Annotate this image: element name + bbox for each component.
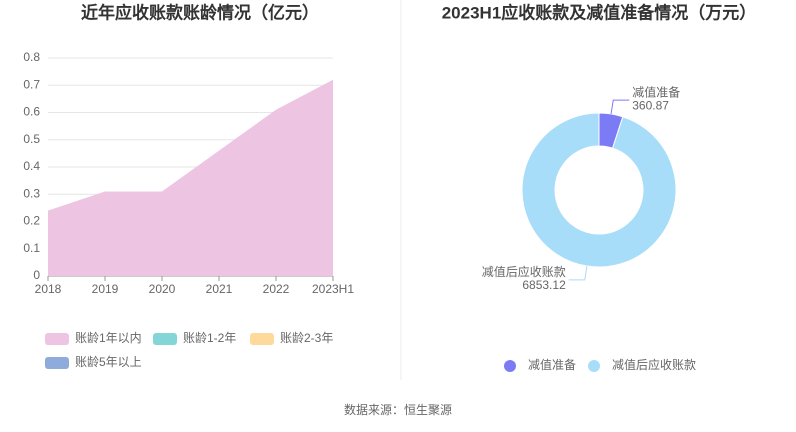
slice-value: 360.87 [632, 98, 669, 112]
legend-label: 账龄5年以上 [75, 355, 142, 369]
legend-label: 减值准备 [528, 357, 576, 372]
slice-value: 6853.12 [522, 278, 566, 292]
y-tick-label: 0.4 [23, 159, 40, 173]
chart-title: 2023H1应收账款及减值准备情况（万元） [442, 2, 757, 22]
legend-label: 账龄2-3年 [280, 331, 333, 345]
slice-label: 减值后应收账款 [482, 264, 566, 279]
y-tick-label: 0.1 [23, 241, 40, 255]
x-tick-label: 2020 [149, 282, 176, 296]
legend-label: 账龄1-2年 [183, 331, 236, 345]
x-tick-label: 2019 [92, 282, 119, 296]
y-tick-label: 0.3 [23, 186, 40, 200]
legend-swatch [45, 333, 69, 345]
donut-slice [521, 112, 677, 268]
legend-marker [504, 360, 516, 372]
legend-label: 账龄1年以内 [75, 331, 142, 345]
leader-line [610, 99, 630, 115]
x-tick-label: 2022 [263, 282, 290, 296]
leader-line [568, 265, 588, 281]
y-tick-label: 0.5 [23, 132, 40, 146]
y-tick-label: 0 [33, 268, 40, 282]
y-tick-label: 0.6 [23, 105, 40, 119]
legend-label: 减值后应收账款 [612, 357, 696, 372]
footer: 数据来源：恒生聚源 [344, 402, 452, 417]
area [48, 79, 333, 276]
slice-label: 减值准备 [632, 84, 680, 99]
chart-title: 近年应收账款账龄情况（亿元） [81, 2, 319, 22]
x-tick-label: 2023H1 [312, 282, 354, 296]
y-tick-label: 0.7 [23, 77, 40, 91]
y-tick-label: 0.8 [23, 50, 40, 64]
legend-swatch [153, 333, 177, 345]
legend-swatch [250, 333, 274, 345]
legend-marker [588, 360, 600, 372]
y-tick-label: 0.2 [23, 214, 40, 228]
x-tick-label: 2018 [35, 282, 62, 296]
x-tick-label: 2021 [206, 282, 233, 296]
legend-swatch [45, 357, 69, 369]
